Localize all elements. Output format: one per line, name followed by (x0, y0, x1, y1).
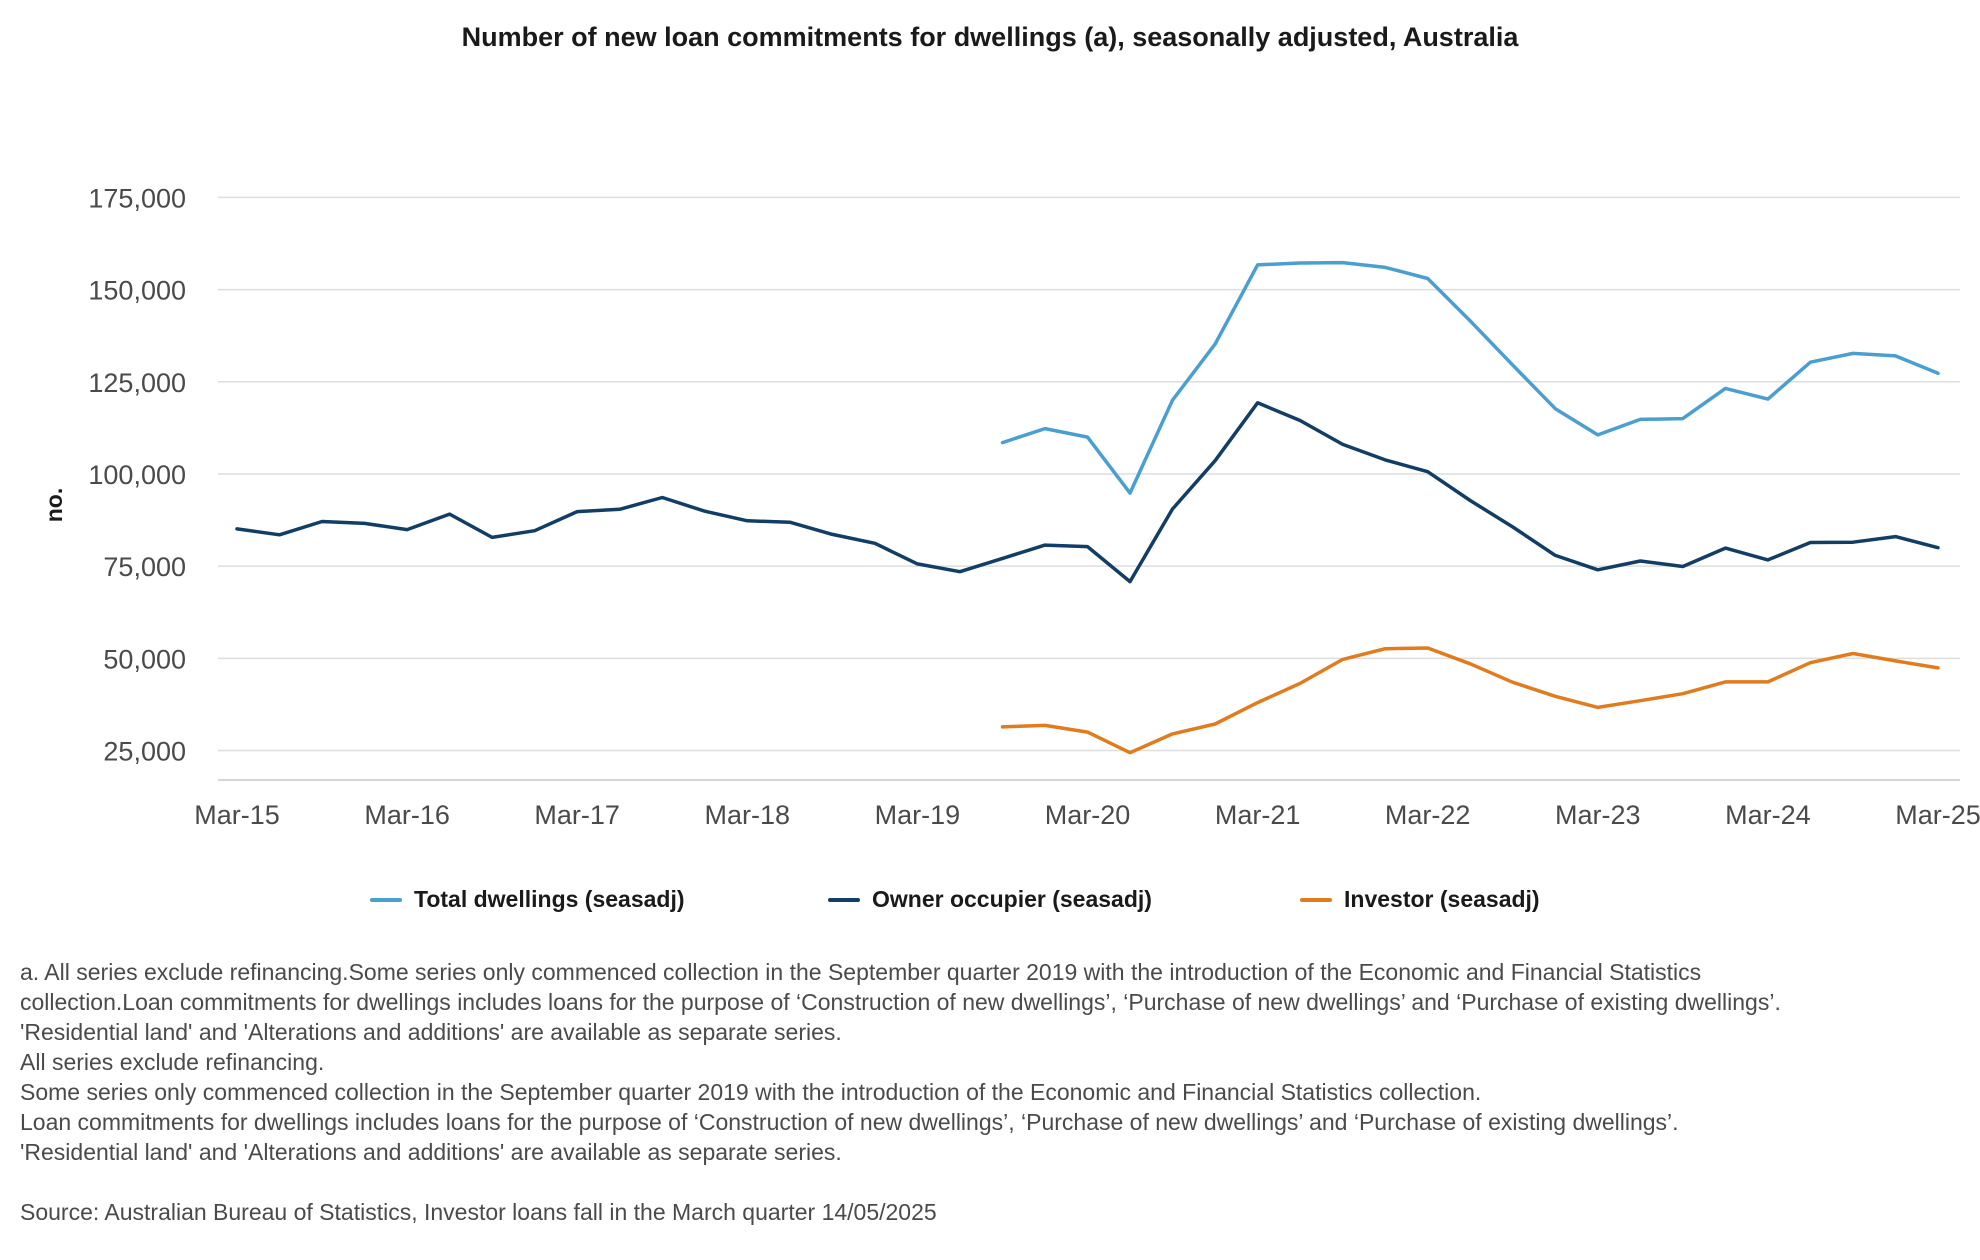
footnote-line: Some series only commenced collection in… (20, 1079, 1482, 1105)
x-tick-label: Mar-20 (1045, 800, 1131, 830)
x-tick-label: Mar-22 (1385, 800, 1471, 830)
legend-item-investor[interactable]: Investor (seasadj) (1300, 886, 1540, 913)
y-tick-label: 175,000 (88, 183, 186, 213)
series-lines (235, 260, 1940, 755)
y-tick-label: 75,000 (103, 552, 186, 582)
legend-label-owner: Owner occupier (seasadj) (872, 886, 1152, 912)
legend-label-investor: Investor (seasadj) (1344, 886, 1540, 912)
y-axis-label: no. (41, 488, 67, 523)
series-line-owner-occupier[interactable] (235, 401, 1940, 584)
legend-swatch-investor (1300, 897, 1332, 902)
footnote-line: Loan commitments for dwellings includes … (20, 1109, 1679, 1135)
x-tick-label: Mar-18 (705, 800, 791, 830)
legend-swatch-total (370, 897, 402, 902)
x-tick-label: Mar-19 (875, 800, 961, 830)
x-tick-label: Mar-16 (364, 800, 450, 830)
footnote-line: collection.Loan commitments for dwelling… (20, 989, 1781, 1015)
legend-item-owner[interactable]: Owner occupier (seasadj) (828, 886, 1152, 913)
line-chart: 25,000 50,000 75,000 100,000 125,000 150,000 1… (41, 183, 1980, 830)
footnote-line: All series exclude refinancing. (20, 1049, 325, 1075)
y-tick-label: 50,000 (103, 644, 186, 674)
legend-item-total[interactable]: Total dwellings (seasadj) (370, 886, 685, 913)
footnote-line: a. All series exclude refinancing.Some s… (20, 959, 1702, 985)
x-axis-ticks: Mar-15 Mar-16 Mar-17 Mar-18 Mar-19 Mar-20 Mar-… (194, 800, 1980, 830)
series-line-total[interactable] (1000, 260, 1940, 495)
x-tick-label: Mar-21 (1215, 800, 1301, 830)
y-axis-ticks: 25,000 50,000 75,000 100,000 125,000 150,000 1… (88, 183, 186, 766)
legend-label-total: Total dwellings (seasadj) (414, 886, 685, 912)
footnote-line: 'Residential land' and 'Alterations and … (20, 1019, 842, 1045)
y-tick-label: 125,000 (88, 368, 186, 398)
chart-title: Number of new loan commitments for dwell… (461, 22, 1519, 52)
x-tick-label: Mar-23 (1555, 800, 1641, 830)
footnote-line: 'Residential land' and 'Alterations and … (20, 1139, 842, 1165)
gridlines (218, 196, 1960, 781)
y-tick-label: 150,000 (88, 276, 186, 306)
y-tick-label: 100,000 (88, 460, 186, 490)
x-tick-label: Mar-17 (534, 800, 620, 830)
y-tick-label: 25,000 (103, 737, 186, 767)
legend-swatch-owner (828, 897, 860, 902)
legend: Total dwellings (seasadj) Owner occupier… (0, 886, 1980, 916)
series-line-investor[interactable] (1000, 646, 1940, 755)
footnotes: a. All series exclude refinancing.Some s… (20, 957, 1970, 1227)
x-tick-label: Mar-15 (194, 800, 280, 830)
x-tick-label: Mar-24 (1725, 800, 1811, 830)
source-note: Source: Australian Bureau of Statistics,… (20, 1199, 937, 1225)
x-tick-label: Mar-25 (1895, 800, 1980, 830)
